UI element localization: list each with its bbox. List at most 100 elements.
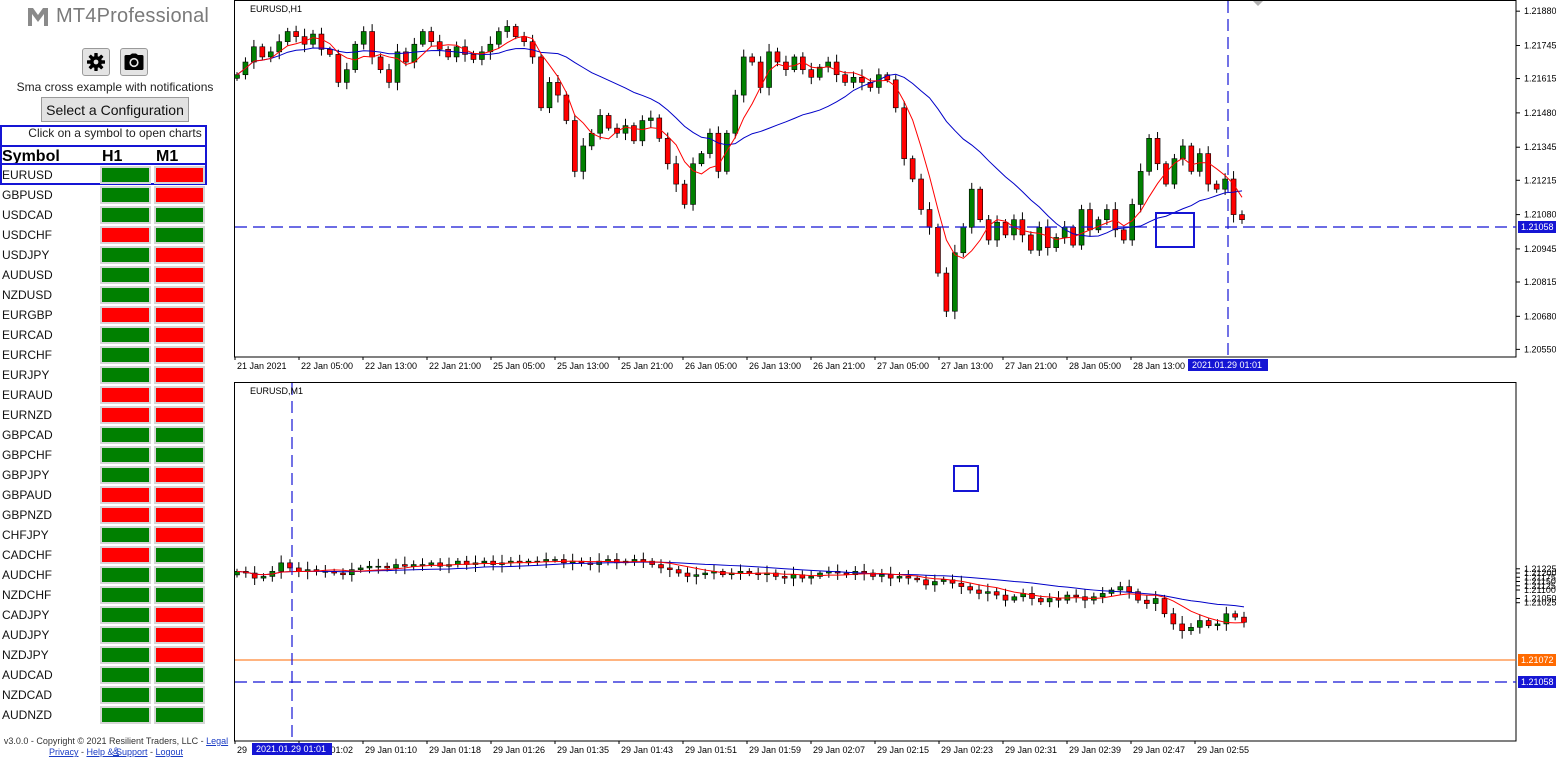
symbol-label[interactable]: EURNZD (2, 408, 52, 422)
symbol-label[interactable]: AUDCHF (2, 568, 52, 582)
signal-m1-cell[interactable] (154, 346, 205, 364)
symbol-row-cadchf[interactable]: CADCHF (0, 545, 207, 565)
signal-m1-cell[interactable] (154, 506, 205, 524)
symbol-label[interactable]: NZDCAD (2, 688, 52, 702)
signal-m1-cell[interactable] (154, 546, 205, 564)
chart-h1[interactable]: 1.21880 1.21745 1.21615 1.21480 1.21345 1.212… (234, 0, 1556, 373)
symbol-label[interactable]: NZDJPY (2, 648, 49, 662)
signal-m1-cell[interactable] (154, 606, 205, 624)
signal-h1-cell[interactable] (100, 406, 151, 424)
symbol-row-audusd[interactable]: AUDUSD (0, 265, 207, 285)
symbol-row-gbpnzd[interactable]: GBPNZD (0, 505, 207, 525)
signal-h1-cell[interactable] (100, 346, 151, 364)
symbol-label[interactable]: USDJPY (2, 248, 50, 262)
symbol-row-gbpusd[interactable]: GBPUSD (0, 185, 207, 205)
privacy-link[interactable]: Privacy (48, 747, 79, 757)
symbol-label[interactable]: AUDUSD (2, 268, 53, 282)
symbol-row-usdcad[interactable]: USDCAD (0, 205, 207, 225)
signal-h1-cell[interactable] (100, 266, 151, 284)
signal-m1-cell[interactable] (154, 586, 205, 604)
symbol-row-eurchf[interactable]: EURCHF (0, 345, 207, 365)
symbol-row-usdjpy[interactable]: USDJPY (0, 245, 207, 265)
symbol-label[interactable]: GBPCHF (2, 448, 53, 462)
signal-m1-cell[interactable] (154, 566, 205, 584)
signal-m1-cell[interactable] (154, 306, 205, 324)
signal-h1-cell[interactable] (100, 546, 151, 564)
signal-h1-cell[interactable] (100, 486, 151, 504)
select-configuration-button[interactable]: Select a Configuration (41, 97, 189, 122)
symbol-label[interactable]: CHFJPY (2, 528, 49, 542)
signal-m1-cell[interactable] (154, 646, 205, 664)
symbol-label[interactable]: CADJPY (2, 608, 50, 622)
signal-h1-cell[interactable] (100, 246, 151, 264)
signal-h1-cell[interactable] (100, 566, 151, 584)
signal-m1-cell[interactable] (154, 286, 205, 304)
signal-m1-cell[interactable] (154, 166, 205, 184)
symbol-label[interactable]: GBPUSD (2, 188, 53, 202)
symbol-label[interactable]: EURUSD (2, 168, 53, 182)
legal-link[interactable]: Legal & (112, 736, 229, 756)
symbol-row-nzdjpy[interactable]: NZDJPY (0, 645, 207, 665)
symbol-row-eurcad[interactable]: EURCAD (0, 325, 207, 345)
symbol-label[interactable]: GBPNZD (2, 508, 53, 522)
symbol-row-eurnzd[interactable]: EURNZD (0, 405, 207, 425)
symbol-row-nzdcad[interactable]: NZDCAD (0, 685, 207, 705)
symbol-row-gbpcad[interactable]: GBPCAD (0, 425, 207, 445)
signal-m1-cell[interactable] (154, 526, 205, 544)
symbol-row-euraud[interactable]: EURAUD (0, 385, 207, 405)
chart-shift-icon[interactable] (1253, 1, 1263, 6)
signal-h1-cell[interactable] (100, 646, 151, 664)
symbol-row-gbpjpy[interactable]: GBPJPY (0, 465, 207, 485)
symbol-row-eurjpy[interactable]: EURJPY (0, 365, 207, 385)
signal-m1-cell[interactable] (154, 226, 205, 244)
symbol-row-cadjpy[interactable]: CADJPY (0, 605, 207, 625)
symbol-label[interactable]: EURCAD (2, 328, 53, 342)
signal-m1-cell[interactable] (154, 486, 205, 504)
symbol-label[interactable]: GBPCAD (2, 428, 53, 442)
symbol-label[interactable]: EURCHF (2, 348, 52, 362)
signal-h1-cell[interactable] (100, 466, 151, 484)
chart-m1-canvas[interactable]: 1.212251.212001.211751.211501.211251.211… (234, 382, 1556, 757)
symbol-label[interactable]: EURJPY (2, 368, 50, 382)
signal-m1-cell[interactable] (154, 386, 205, 404)
chart-h1-canvas[interactable]: 1.21880 1.21745 1.21615 1.21480 1.21345 1.212… (234, 0, 1556, 373)
signal-h1-cell[interactable] (100, 186, 151, 204)
signal-h1-cell[interactable] (100, 306, 151, 324)
signal-m1-cell[interactable] (154, 466, 205, 484)
symbol-label[interactable]: EURAUD (2, 388, 53, 402)
screenshot-button[interactable] (120, 48, 148, 76)
signal-h1-cell[interactable] (100, 626, 151, 644)
symbol-row-eurgbp[interactable]: EURGBP (0, 305, 207, 325)
symbol-row-chfjpy[interactable]: CHFJPY (0, 525, 207, 545)
signal-h1-cell[interactable] (100, 606, 151, 624)
logout-link[interactable]: Logout (155, 747, 184, 757)
signal-h1-cell[interactable] (100, 446, 151, 464)
symbol-row-gbpaud[interactable]: GBPAUD (0, 485, 207, 505)
signal-m1-cell[interactable] (154, 446, 205, 464)
symbol-label[interactable]: NZDUSD (2, 288, 52, 302)
symbol-label[interactable]: AUDCAD (2, 668, 53, 682)
settings-button[interactable] (82, 48, 110, 76)
symbol-label[interactable]: GBPJPY (2, 468, 50, 482)
signal-m1-cell[interactable] (154, 186, 205, 204)
help-support-link[interactable]: Help & Support (86, 747, 148, 757)
symbol-label[interactable]: CADCHF (2, 548, 52, 562)
signal-h1-cell[interactable] (100, 166, 151, 184)
signal-m1-cell[interactable] (154, 326, 205, 344)
signal-h1-cell[interactable] (100, 666, 151, 684)
symbol-row-audnzd[interactable]: AUDNZD (0, 705, 207, 725)
signal-h1-cell[interactable] (100, 286, 151, 304)
signal-h1-cell[interactable] (100, 706, 151, 724)
symbol-label[interactable]: GBPAUD (2, 488, 52, 502)
signal-h1-cell[interactable] (100, 686, 151, 704)
signal-m1-cell[interactable] (154, 706, 205, 724)
signal-m1-cell[interactable] (154, 246, 205, 264)
symbol-label[interactable]: EURGBP (2, 308, 53, 322)
signal-h1-cell[interactable] (100, 526, 151, 544)
symbol-label[interactable]: USDCHF (2, 228, 52, 242)
signal-h1-cell[interactable] (100, 586, 151, 604)
symbol-row-gbpchf[interactable]: GBPCHF (0, 445, 207, 465)
symbol-label[interactable]: AUDNZD (2, 708, 52, 722)
signal-m1-cell[interactable] (154, 366, 205, 384)
signal-h1-cell[interactable] (100, 206, 151, 224)
